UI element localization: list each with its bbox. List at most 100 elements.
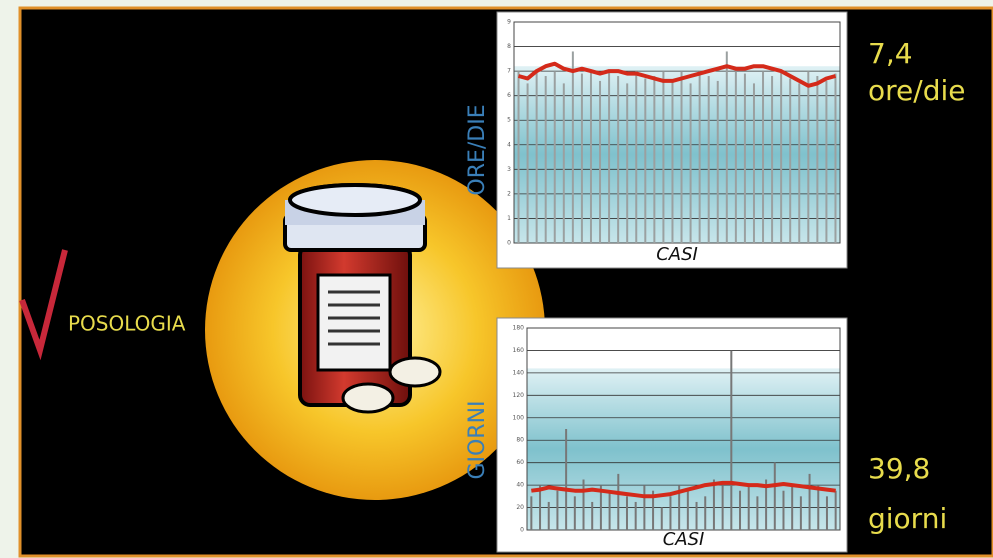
bar	[678, 485, 681, 530]
bar	[782, 490, 785, 530]
bar	[539, 485, 542, 530]
bar	[771, 76, 774, 244]
checkmark	[19, 249, 68, 361]
y-tick-label: 7	[507, 68, 511, 75]
bar	[686, 490, 689, 530]
y-tick-label: 9	[507, 19, 511, 26]
plot-border	[526, 327, 841, 531]
bar	[747, 485, 750, 530]
bar	[773, 462, 776, 530]
y-tick-label: 80	[516, 437, 524, 444]
bar	[799, 496, 802, 530]
bar	[573, 496, 576, 530]
plot-border	[513, 21, 841, 244]
y-tick-label: 120	[513, 392, 525, 399]
bar	[698, 71, 701, 243]
y-tick-label: 0	[520, 527, 524, 534]
line	[531, 480, 836, 499]
line	[517, 61, 837, 88]
bar	[789, 78, 792, 243]
bar	[526, 83, 529, 243]
bar	[553, 71, 556, 243]
bar	[653, 76, 656, 244]
x-axis-title: CASI	[656, 244, 698, 265]
bar	[825, 80, 828, 243]
bar	[517, 71, 520, 243]
bar	[608, 71, 611, 243]
bar	[798, 83, 801, 243]
y-tick-label: 180	[513, 325, 525, 332]
bar	[562, 83, 565, 243]
y-tick-label: 3	[507, 166, 511, 173]
bar	[544, 76, 547, 244]
annotation-value: 7,4	[868, 37, 913, 70]
bar	[817, 485, 820, 530]
x-axis-title: CASI	[663, 529, 705, 550]
bar	[730, 350, 733, 530]
y-tick-label: 20	[516, 504, 524, 511]
y-tick-label: 0	[507, 240, 511, 247]
bar	[704, 496, 707, 530]
bar	[716, 80, 719, 243]
bar	[547, 501, 550, 530]
y-tick-label: 5	[507, 117, 511, 124]
bar	[571, 51, 574, 243]
bar	[599, 485, 602, 530]
bar	[780, 71, 783, 243]
bar	[725, 51, 728, 243]
bar	[535, 71, 538, 243]
bar	[695, 501, 698, 530]
annotation-value: 39,8	[868, 452, 930, 485]
posologia-label: POSOLOGIA	[68, 312, 186, 336]
bar	[739, 490, 742, 530]
bar	[707, 76, 710, 244]
bar	[721, 485, 724, 530]
bar	[756, 496, 759, 530]
bar	[662, 71, 665, 243]
y-tick-label: 160	[513, 347, 525, 354]
bar	[608, 490, 611, 530]
bar	[712, 479, 715, 530]
bar	[556, 490, 559, 530]
bar	[834, 490, 837, 530]
bar	[565, 429, 568, 530]
bar	[669, 496, 672, 530]
bar	[644, 78, 647, 243]
bar	[765, 479, 768, 530]
y-tick-label: 6	[507, 92, 511, 99]
y-axis-title: GIORNI	[465, 400, 490, 479]
bar	[599, 80, 602, 243]
bar	[589, 71, 592, 243]
annotation-unit: giorni	[868, 502, 947, 535]
bar	[734, 71, 737, 243]
bar	[791, 485, 794, 530]
bar	[635, 71, 638, 243]
bar	[626, 83, 629, 243]
y-tick-label: 1	[507, 215, 511, 222]
bar	[834, 73, 837, 243]
y-tick-label: 60	[516, 459, 524, 466]
annotation-unit: ore/die	[868, 74, 965, 107]
bar	[530, 496, 533, 530]
bar	[617, 473, 620, 530]
bar	[671, 80, 674, 243]
bar	[762, 71, 765, 243]
pill-bottle	[283, 183, 442, 414]
bar	[825, 496, 828, 530]
bar	[689, 83, 692, 243]
bar	[652, 490, 655, 530]
y-tick-label: 40	[516, 482, 524, 489]
bar	[643, 485, 646, 530]
y-tick-label: 4	[507, 141, 511, 148]
bar	[816, 76, 819, 244]
y-tick-label: 100	[513, 414, 525, 421]
bar	[580, 73, 583, 243]
bar	[807, 71, 810, 243]
bar	[634, 501, 637, 530]
bar	[680, 71, 683, 243]
bar	[660, 507, 663, 530]
bar	[617, 76, 620, 244]
bar	[743, 73, 746, 243]
y-axis-title: ORE/DIE	[465, 104, 490, 195]
